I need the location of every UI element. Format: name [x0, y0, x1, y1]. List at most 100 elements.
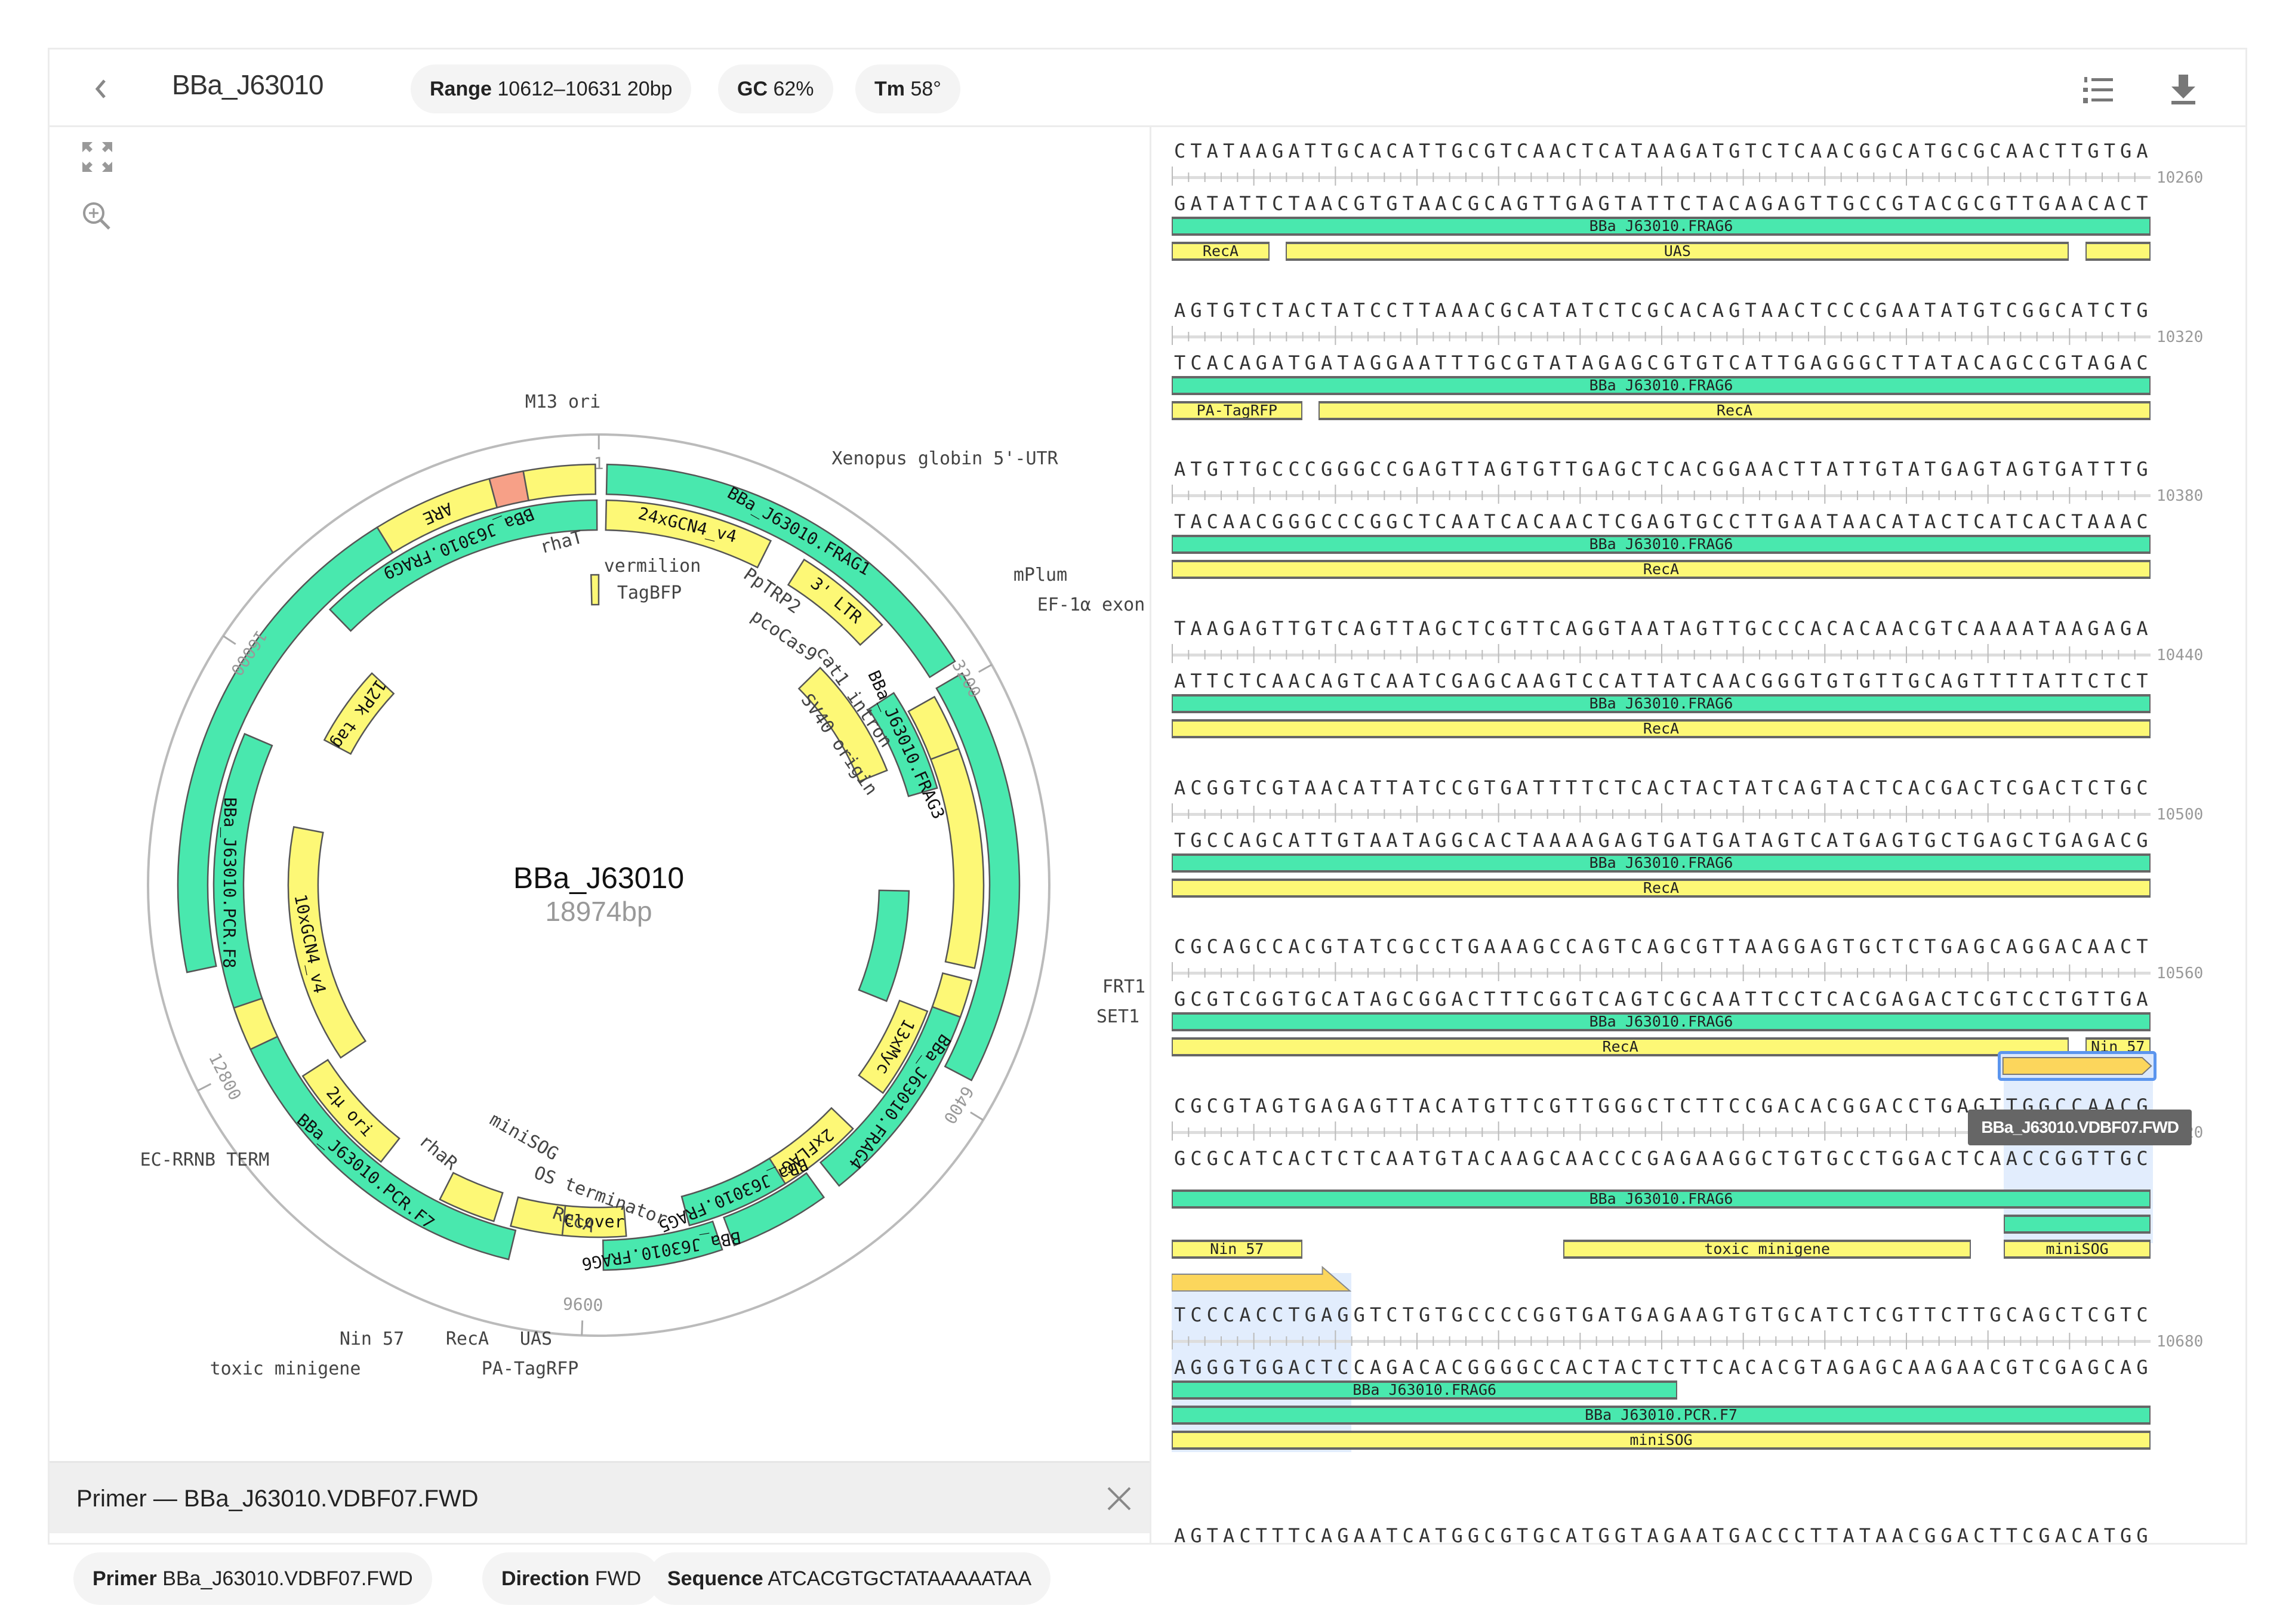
feature-bar-reca[interactable]: RecA	[1172, 719, 2151, 738]
feature-label-outside[interactable]: mPlum	[1013, 565, 1067, 585]
feature-bar-reca[interactable]: RecA	[1318, 401, 2151, 420]
download-button[interactable]	[2165, 73, 2201, 107]
ruler-position-label: 10440	[2157, 646, 2203, 664]
feature-label-outside[interactable]: UAS	[520, 1329, 552, 1349]
primer-tooltip: BBa_J63010.VDBF07.FWD	[1968, 1110, 2192, 1145]
feature-bar-reca[interactable]: RecA	[1172, 1037, 2069, 1056]
feature-label-outside[interactable]: RecA	[446, 1329, 489, 1349]
feature-bar-uas[interactable]: UAS	[1286, 242, 2069, 261]
ruler-position-label: 10500	[2157, 806, 2203, 824]
tm-badge: Tm 58°	[855, 64, 960, 113]
feature-arc-label: BBa_J63010.PCR.F8	[218, 797, 240, 969]
feature-bar-minisog[interactable]: miniSOG	[2004, 1240, 2151, 1259]
range-badge: Range 10612–10631 20bp	[411, 64, 691, 113]
close-button[interactable]	[1102, 1482, 1136, 1515]
chevron-left-icon	[87, 71, 116, 107]
primer-value: BBa_J63010.VDBF07.FWD	[162, 1567, 413, 1590]
feature-label-inside[interactable]: miniSOG	[486, 1109, 562, 1165]
back-button[interactable]	[87, 71, 116, 107]
ruler-position-label: 10260	[2157, 169, 2203, 187]
feature-label-outside[interactable]: SET1	[1096, 1006, 1139, 1027]
feature-bar-bba-j63010-frag6[interactable]: BBa_J63010.FRAG6	[1172, 694, 2151, 713]
position-ruler	[1172, 326, 2151, 345]
feature-bar-bba-j63010-frag6[interactable]: BBa_J63010.FRAG6	[1172, 1190, 2151, 1209]
feature-label-outside[interactable]: EC-RRNB TERM	[140, 1150, 270, 1170]
ruler-position-label: 10560	[2157, 964, 2203, 982]
feature-label-outside[interactable]: M13 ori	[525, 392, 600, 412]
feature-label-inside[interactable]: pcoCas9	[747, 606, 821, 666]
feature-arc[interactable]	[523, 464, 596, 501]
feature-label-outside[interactable]: Nin 57	[340, 1329, 404, 1349]
feature-label-inside[interactable]: TagBFP	[617, 583, 682, 603]
feature-bar-bba-j63010-frag6[interactable]: BBa_J63010.FRAG6	[1172, 535, 2151, 554]
feature-label-outside[interactable]: PA-TagRFP	[482, 1358, 579, 1379]
ruler-position-label: 10320	[2157, 328, 2203, 346]
feature-bar-bba-j63010-frag6[interactable]: BBa_J63010.FRAG6	[1172, 853, 2151, 873]
direction-value: FWD	[595, 1567, 641, 1590]
primer-label: Primer	[93, 1567, 157, 1590]
gc-value: 62%	[773, 78, 814, 100]
numbered-list-button[interactable]	[2082, 73, 2118, 107]
feature-label-outside[interactable]: toxic minigene	[210, 1358, 361, 1379]
feature-bar-bba-j63010-frag6[interactable]: BBa_J63010.FRAG6	[1172, 1380, 1677, 1400]
primer-arrow-selected[interactable]	[1998, 1051, 2157, 1081]
feature-bar-minisog[interactable]: miniSOG	[1172, 1431, 2151, 1450]
feature-bar-reca[interactable]: RecA	[1172, 242, 1270, 261]
feature-bar-nin-57[interactable]: Nin 57	[1172, 1240, 1302, 1259]
feature-label-inside[interactable]: PpTRP2	[740, 564, 805, 618]
feature-arc[interactable]	[591, 575, 599, 605]
feature-bar-unlabeled[interactable]	[2004, 1215, 2151, 1234]
feature-bar-bba-j63010-pcr-f7[interactable]: BBa_J63010.PCR.F7	[1172, 1406, 2151, 1425]
feature-bar-pa-tagrfp[interactable]: PA-TagRFP	[1172, 401, 1302, 420]
feature-label-outside[interactable]: Xenopus globin 5'-UTR	[831, 448, 1058, 469]
sequence-badge: Sequence ATCACGTGCTATAAAAATAA	[648, 1552, 1050, 1605]
primer-panel-title: Primer — BBa_J63010.VDBF07.FWD	[76, 1486, 479, 1512]
tick-label: 1	[594, 454, 604, 473]
feature-bar-unlabeled[interactable]	[2085, 242, 2151, 261]
direction-label: Direction	[501, 1567, 589, 1590]
feature-bar-reca[interactable]: RecA	[1172, 560, 2151, 579]
primer-arrow-continued[interactable]	[1172, 1266, 1351, 1293]
feature-label-inside[interactable]: rhaR	[415, 1130, 462, 1175]
feature-label-outside[interactable]: FRT1	[1102, 976, 1145, 997]
range-label: Range	[430, 78, 492, 100]
primer-panel: Primer — BBa_J63010.VDBF07.FWD Primer BB…	[50, 1461, 1151, 1624]
plasmid-length: 18974bp	[545, 896, 652, 927]
feature-bar-bba-j63010-frag6[interactable]: BBa_J63010.FRAG6	[1172, 1012, 2151, 1031]
app-frame: BBa_J63010 Range 10612–10631 20bp GC 62%…	[48, 48, 2247, 1545]
tm-label: Tm	[874, 78, 905, 100]
download-icon	[2165, 73, 2201, 107]
feature-arc[interactable]	[859, 890, 909, 1001]
position-ruler	[1172, 803, 2151, 822]
feature-bar-bba-j63010-frag6[interactable]: BBa_J63010.FRAG6	[1172, 217, 2151, 236]
feature-arc[interactable]	[489, 471, 529, 507]
feature-bar-reca[interactable]: RecA	[1172, 879, 2151, 898]
close-icon	[1102, 1482, 1136, 1515]
primer-panel-header: Primer — BBa_J63010.VDBF07.FWD	[50, 1463, 1151, 1533]
feature-bar-bba-j63010-frag6[interactable]: BBa_J63010.FRAG6	[1172, 376, 2151, 395]
header-bar: BBa_J63010 Range 10612–10631 20bp GC 62%…	[50, 50, 2245, 127]
feature-bar-toxic-minigene[interactable]: toxic minigene	[1563, 1240, 1971, 1259]
feature-label-outside[interactable]: EF-1α exon	[1037, 594, 1145, 615]
feature-label-inside[interactable]: vermilion	[604, 556, 701, 577]
ruler-position-label: 10680	[2157, 1333, 2203, 1351]
